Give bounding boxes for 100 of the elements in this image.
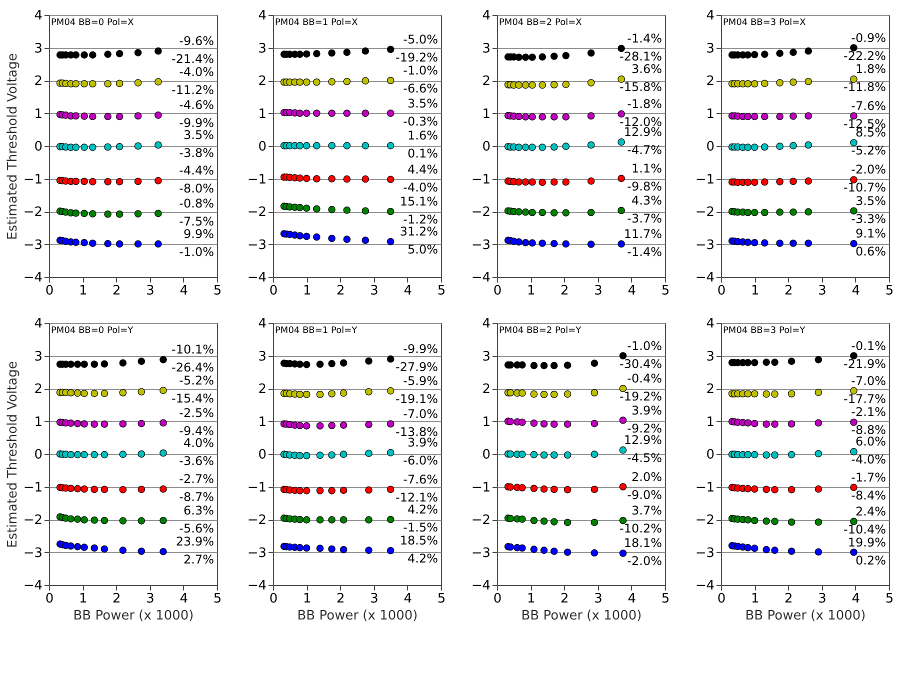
point bbox=[80, 516, 88, 524]
point bbox=[550, 362, 558, 370]
x-tick-label: 5 bbox=[213, 284, 222, 298]
point bbox=[386, 208, 394, 216]
point bbox=[587, 240, 595, 248]
point bbox=[100, 486, 108, 494]
point bbox=[522, 144, 530, 151]
point bbox=[538, 240, 546, 247]
annotation: -2.1% bbox=[851, 405, 886, 420]
x-tick-label: 4 bbox=[852, 284, 860, 298]
x-tick-label: 1 bbox=[78, 592, 88, 606]
point bbox=[762, 358, 770, 366]
annotation: 4.2% bbox=[408, 552, 438, 566]
point bbox=[74, 516, 82, 523]
point bbox=[386, 546, 394, 554]
point bbox=[134, 240, 142, 248]
point bbox=[744, 238, 752, 246]
y-tick-label: 0 bbox=[482, 140, 490, 154]
point bbox=[744, 544, 752, 552]
point bbox=[744, 358, 752, 366]
point bbox=[528, 113, 536, 120]
y-tick-label: −2 bbox=[695, 513, 714, 528]
annotation: 2.4% bbox=[856, 504, 886, 518]
point bbox=[80, 80, 88, 88]
point bbox=[302, 360, 310, 368]
point bbox=[750, 112, 758, 120]
chart-title: PM04 BB=3 Pol=Y bbox=[723, 326, 806, 336]
point bbox=[104, 80, 112, 88]
point bbox=[562, 80, 570, 88]
x-tick-label: 3 bbox=[146, 284, 154, 298]
point bbox=[340, 546, 348, 554]
annotation: 0.6% bbox=[856, 244, 886, 259]
point bbox=[74, 389, 82, 397]
point bbox=[119, 450, 127, 458]
x-tick-label: 0 bbox=[717, 284, 726, 298]
point bbox=[90, 420, 98, 428]
point bbox=[750, 390, 758, 398]
point bbox=[562, 240, 570, 248]
point bbox=[362, 236, 370, 244]
point bbox=[804, 78, 812, 86]
x-tick-label: 0 bbox=[45, 284, 54, 298]
x-tick-label: 3 bbox=[818, 592, 826, 606]
annotation: -4.5% bbox=[627, 451, 662, 466]
point bbox=[518, 450, 526, 458]
point bbox=[386, 516, 394, 524]
annotation: 3.7% bbox=[632, 503, 662, 518]
point bbox=[814, 450, 822, 458]
y-tick-label: 3 bbox=[482, 349, 490, 364]
point bbox=[386, 142, 394, 150]
annotation: 12.9% bbox=[624, 125, 662, 140]
point bbox=[365, 388, 372, 396]
point bbox=[528, 54, 536, 61]
point bbox=[750, 50, 758, 58]
point bbox=[506, 389, 514, 396]
y-tick-label: 4 bbox=[482, 8, 490, 24]
point bbox=[788, 451, 796, 458]
x-tick-label: 0 bbox=[269, 284, 278, 298]
point bbox=[518, 544, 526, 552]
point bbox=[328, 360, 336, 368]
annotation: 3.5% bbox=[184, 128, 214, 142]
point bbox=[550, 113, 558, 120]
point bbox=[528, 81, 536, 89]
annotation: -9.0% bbox=[627, 488, 662, 502]
y-tick-label: −3 bbox=[23, 238, 42, 253]
y-tick-label: 3 bbox=[706, 41, 714, 56]
point bbox=[590, 450, 598, 458]
point bbox=[316, 544, 324, 552]
point bbox=[386, 387, 394, 394]
point bbox=[771, 486, 778, 494]
point bbox=[89, 210, 96, 218]
annotation: -1.5% bbox=[403, 520, 438, 534]
point bbox=[750, 178, 758, 186]
point bbox=[90, 516, 98, 524]
point bbox=[386, 238, 394, 246]
point bbox=[67, 360, 74, 368]
point bbox=[540, 362, 548, 370]
annotation: 6.3% bbox=[184, 503, 214, 518]
point bbox=[761, 80, 768, 88]
point bbox=[296, 174, 304, 182]
annotation: -0.1% bbox=[851, 338, 886, 353]
annotation: -12.1% bbox=[396, 490, 438, 504]
annotation: 1.8% bbox=[856, 62, 886, 76]
point bbox=[296, 390, 304, 398]
point bbox=[804, 141, 812, 149]
point bbox=[328, 422, 336, 430]
point bbox=[761, 178, 768, 186]
point bbox=[100, 390, 108, 398]
y-tick-label: 0 bbox=[706, 140, 714, 154]
y-tick-label: 0 bbox=[34, 448, 42, 462]
point bbox=[89, 240, 96, 247]
point bbox=[365, 516, 372, 524]
point bbox=[74, 543, 82, 550]
x-tick-label: 4 bbox=[180, 592, 188, 606]
y-tick-label: 2 bbox=[258, 74, 266, 89]
y-tick-label: 1 bbox=[258, 414, 266, 430]
annotation: -6.0% bbox=[403, 454, 438, 468]
annotation: -19.2% bbox=[396, 50, 438, 64]
point bbox=[515, 208, 522, 216]
annotation: -19.1% bbox=[396, 392, 438, 406]
point bbox=[744, 451, 752, 458]
